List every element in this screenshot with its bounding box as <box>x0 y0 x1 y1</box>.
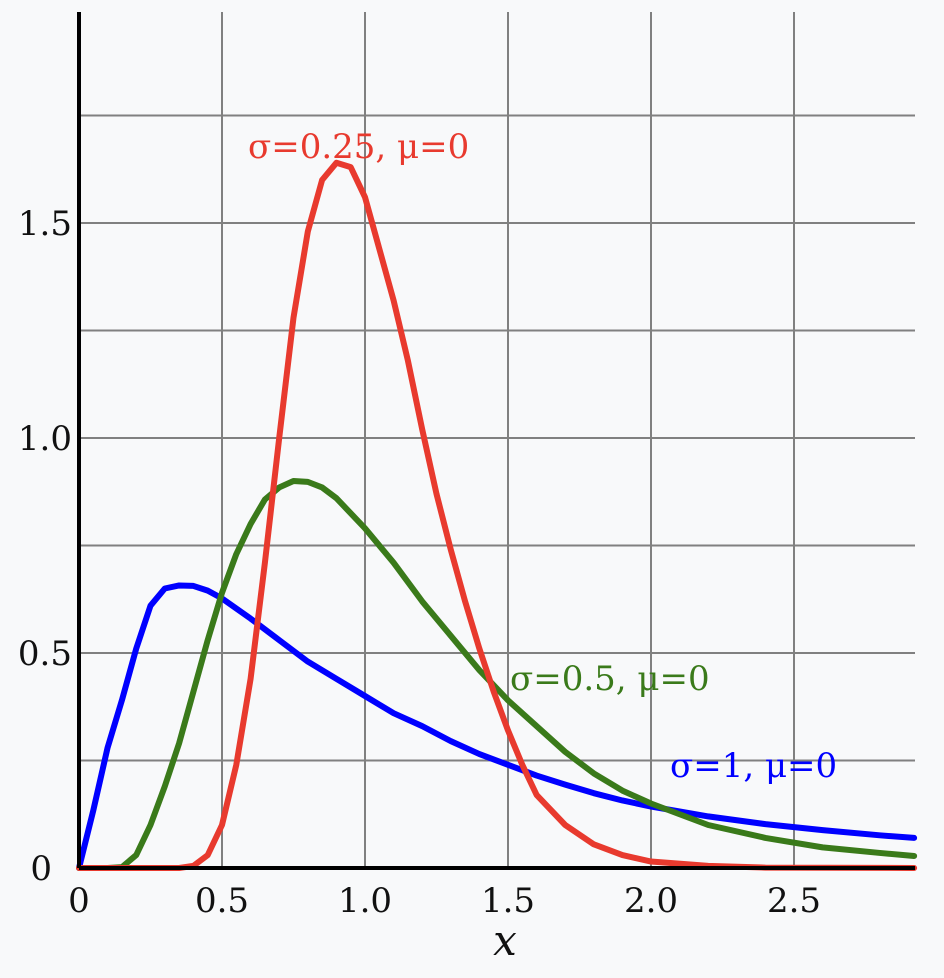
x-tick-label-1: 0.5 <box>195 881 249 921</box>
x-tick-label-2: 1.0 <box>338 881 392 921</box>
x-tick-label-4: 2.0 <box>624 881 678 921</box>
y-tick-label-0: 0 <box>30 849 52 889</box>
grid-layer <box>79 12 915 868</box>
y-tick-label-2: 1.0 <box>18 419 72 459</box>
curve-label-sigma-05: σ=0.5, μ=0 <box>510 659 710 699</box>
y-tick-label-1: 0.5 <box>18 634 72 674</box>
series-line-1 <box>76 478 918 871</box>
axis-layer <box>77 12 915 870</box>
text-layer: x σ=0.25, μ=0 σ=0.5, μ=0 σ=1, μ=0 0 0.5 1.… <box>18 127 837 965</box>
x-tick-label-0: 0 <box>68 881 90 921</box>
series-line-2 <box>76 159 918 871</box>
curve-label-sigma-025: σ=0.25, μ=0 <box>248 127 469 167</box>
series-line-0 <box>76 582 918 871</box>
x-axis-label: x <box>493 916 517 965</box>
x-tick-label-5: 2.5 <box>767 881 821 921</box>
series-layer <box>76 159 918 871</box>
y-tick-label-3: 1.5 <box>18 204 72 244</box>
x-tick-label-3: 1.5 <box>481 881 535 921</box>
curve-label-sigma-1: σ=1, μ=0 <box>670 746 837 786</box>
